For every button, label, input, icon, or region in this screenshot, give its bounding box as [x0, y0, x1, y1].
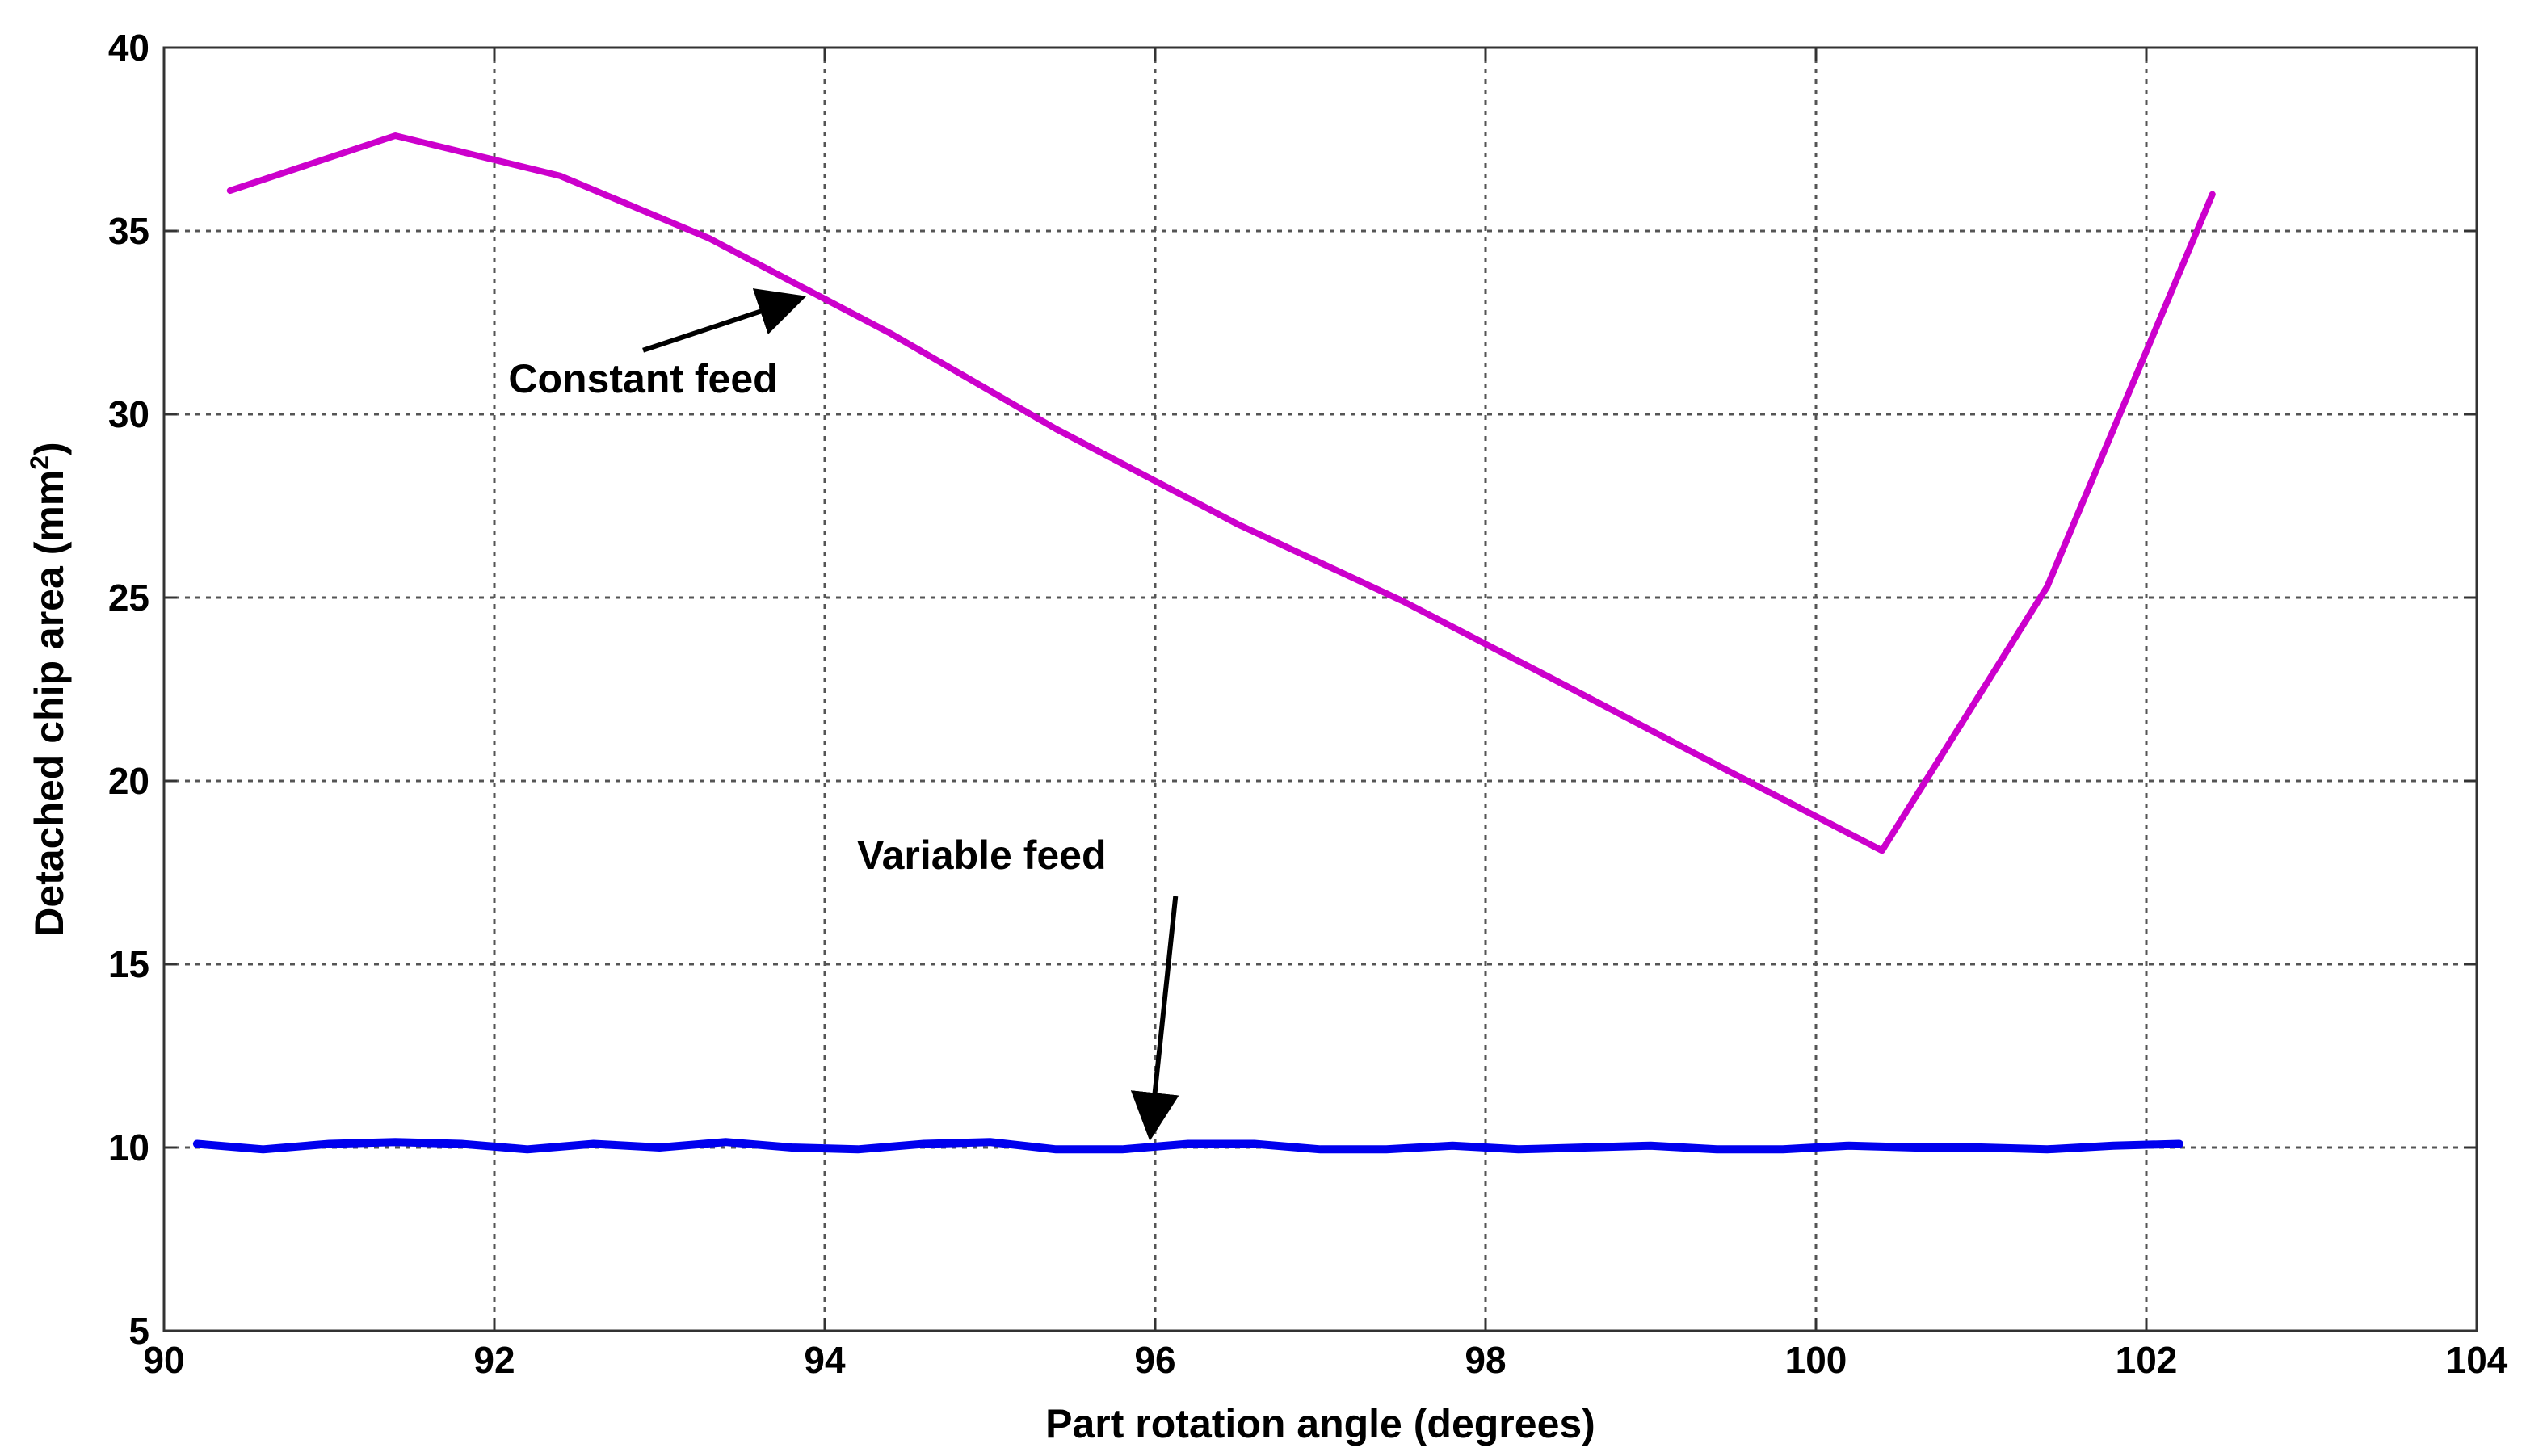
x-tick-label-7: 104: [2446, 1339, 2508, 1381]
x-axis-label: Part rotation angle (degrees): [1045, 1401, 1595, 1446]
y-tick-label-0: 5: [128, 1310, 149, 1352]
y-axis-label-close: ): [27, 442, 72, 455]
annotation-variable-arrow: [1130, 896, 1179, 1141]
x-tick-label-6: 102: [2116, 1339, 2178, 1381]
y-tick-label-6: 35: [108, 210, 149, 252]
y-tick-label-3: 20: [108, 760, 149, 802]
x-tick-label-1: 92: [473, 1339, 515, 1381]
y-axis-label-superscript: 2: [25, 455, 54, 470]
x-tick-label-2: 94: [804, 1339, 846, 1381]
y-axis-label: Detached chip area (mm2): [25, 442, 72, 936]
x-tick-labels: 90 92 94 96 98 100 102 104: [143, 1339, 2507, 1381]
y-tick-label-1: 10: [108, 1127, 149, 1169]
series-line-variable-feed: [192, 1138, 2183, 1154]
annotation-variable-label: Variable feed: [857, 833, 1107, 878]
y-tick-labels: 5 10 15 20 25 30 35 40: [108, 27, 149, 1352]
y-axis-label-main: Detached chip area (mm: [27, 470, 72, 937]
grid: [164, 48, 2477, 1331]
annotations: Constant feed Variable feed: [508, 288, 1179, 1141]
y-tick-label-2: 15: [108, 943, 149, 985]
y-tick-label-5: 30: [108, 393, 149, 435]
annotation-constant-label: Constant feed: [508, 356, 777, 401]
series-line-constant-feed: [226, 132, 2216, 854]
x-tick-label-3: 96: [1134, 1339, 1175, 1381]
annotation-constant-arrow: [642, 288, 807, 353]
x-tick-label-5: 100: [1785, 1339, 1847, 1381]
y-tick-label-4: 25: [108, 577, 149, 619]
series: [192, 132, 2216, 1154]
plot-frame: [162, 46, 2478, 1332]
x-tick-label-0: 90: [143, 1339, 184, 1381]
x-tick-label-4: 98: [1465, 1339, 1506, 1381]
y-tick-label-7: 40: [108, 27, 149, 69]
axis-ticks: [162, 46, 2478, 1332]
